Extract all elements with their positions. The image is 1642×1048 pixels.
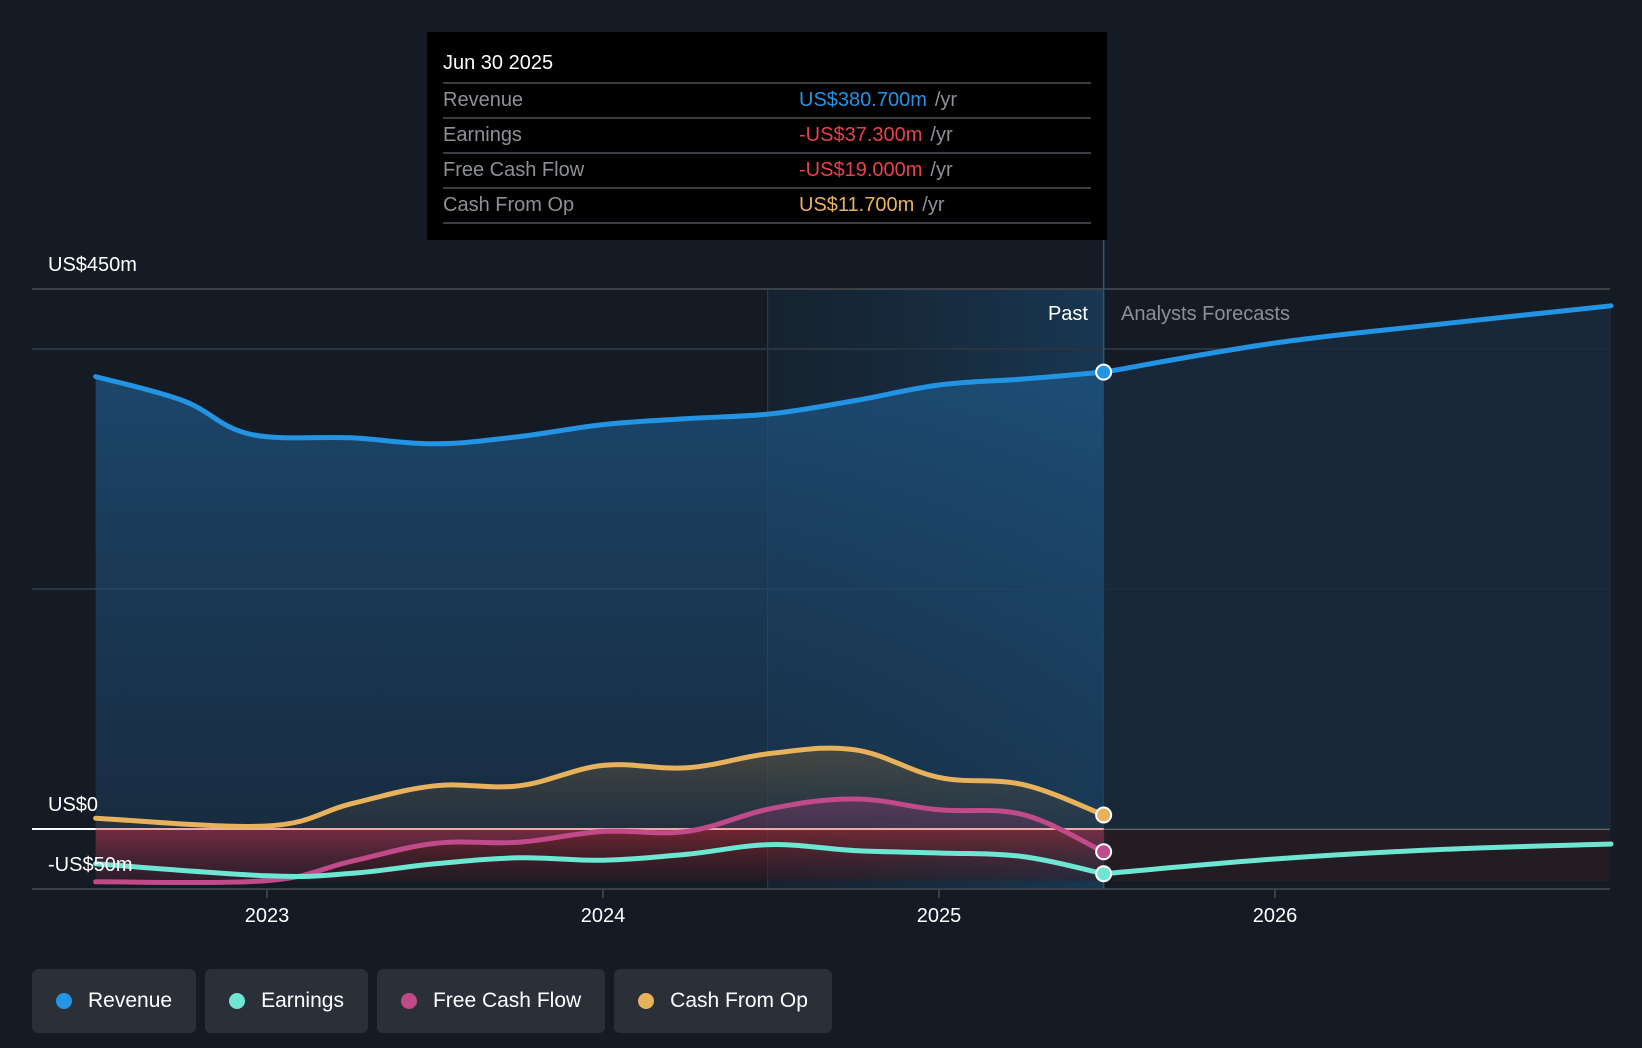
tooltip-row-cash-from-op: Cash From Op US$11.700m /yr <box>443 189 1091 224</box>
free-cash-flow-line <box>93 796 1107 886</box>
tooltip-row-free-cash-flow: Free Cash Flow -US$19.000m /yr <box>443 154 1091 189</box>
x-tick-label-2024: 2024 <box>581 905 626 927</box>
legend-label: Cash From Op <box>670 989 808 1012</box>
revenue-forecast-area <box>1103 305 1611 829</box>
tooltip-unit: /yr <box>930 124 953 146</box>
earnings-line <box>93 842 1107 879</box>
tooltip-row-revenue: Revenue US$380.700m /yr <box>443 84 1091 119</box>
tooltip-value: US$380.700m <box>799 89 927 111</box>
earnings-forecast-line <box>1101 841 1614 877</box>
tooltip-value: -US$19.000m <box>799 159 923 181</box>
past-label: Past <box>1048 303 1088 325</box>
revenue-line <box>93 369 1107 447</box>
tooltip-row-earnings: Earnings -US$37.300m /yr <box>443 119 1091 154</box>
x-tick-label-2023: 2023 <box>245 905 290 927</box>
legend-item-earnings[interactable]: Earnings <box>205 969 368 1033</box>
x-tick-label-2025: 2025 <box>917 905 962 927</box>
tooltip-label: Free Cash Flow <box>443 159 585 181</box>
legend-item-revenue[interactable]: Revenue <box>32 969 197 1033</box>
tooltip-date: Jun 30 2025 <box>443 46 1091 84</box>
tooltip-value: US$11.700m <box>799 194 915 216</box>
y-tick-label-bottom: -US$50m <box>48 854 132 876</box>
y-tick-label-top: US$450m <box>48 254 137 276</box>
free-cash-flow-marker <box>1095 843 1113 861</box>
legend-item-cash-from-op[interactable]: Cash From Op <box>614 969 832 1033</box>
free-cash-flow-dot-icon <box>400 993 417 1009</box>
revenue-forecast-line <box>1101 303 1614 375</box>
legend-item-free-cash-flow[interactable]: Free Cash Flow <box>376 969 606 1033</box>
legend-label: Earnings <box>261 989 344 1012</box>
revenue-dot-icon <box>56 993 72 1009</box>
legend-label: Revenue <box>88 989 173 1012</box>
tooltip-unit: /yr <box>930 159 953 181</box>
tooltip-label: Cash From Op <box>443 194 575 216</box>
cash-from-op-marker <box>1095 806 1113 824</box>
tooltip: Jun 30 2025 Revenue US$380.700m /yr Earn… <box>427 32 1107 240</box>
legend-label: Free Cash Flow <box>432 989 582 1012</box>
tooltip-unit: /yr <box>922 194 945 216</box>
forecast-label: Analysts Forecasts <box>1121 303 1290 325</box>
tooltip-label: Revenue <box>443 89 524 111</box>
tooltip-unit: /yr <box>934 89 958 111</box>
tooltip-value: -US$37.300m <box>799 124 923 146</box>
earnings-dot-icon <box>229 993 246 1009</box>
cash-from-op-dot-icon <box>638 993 655 1009</box>
tooltip-label: Earnings <box>443 124 522 146</box>
y-tick-label-zero: US$0 <box>48 794 98 816</box>
revenue-area <box>95 372 1104 829</box>
revenue-marker <box>1095 363 1113 381</box>
cash-from-op-line <box>93 745 1107 829</box>
earnings-marker <box>1095 865 1113 883</box>
legend: Revenue Earnings Free Cash Flow Cash Fro… <box>32 969 832 1033</box>
x-tick-label-2026: 2026 <box>1253 905 1298 927</box>
